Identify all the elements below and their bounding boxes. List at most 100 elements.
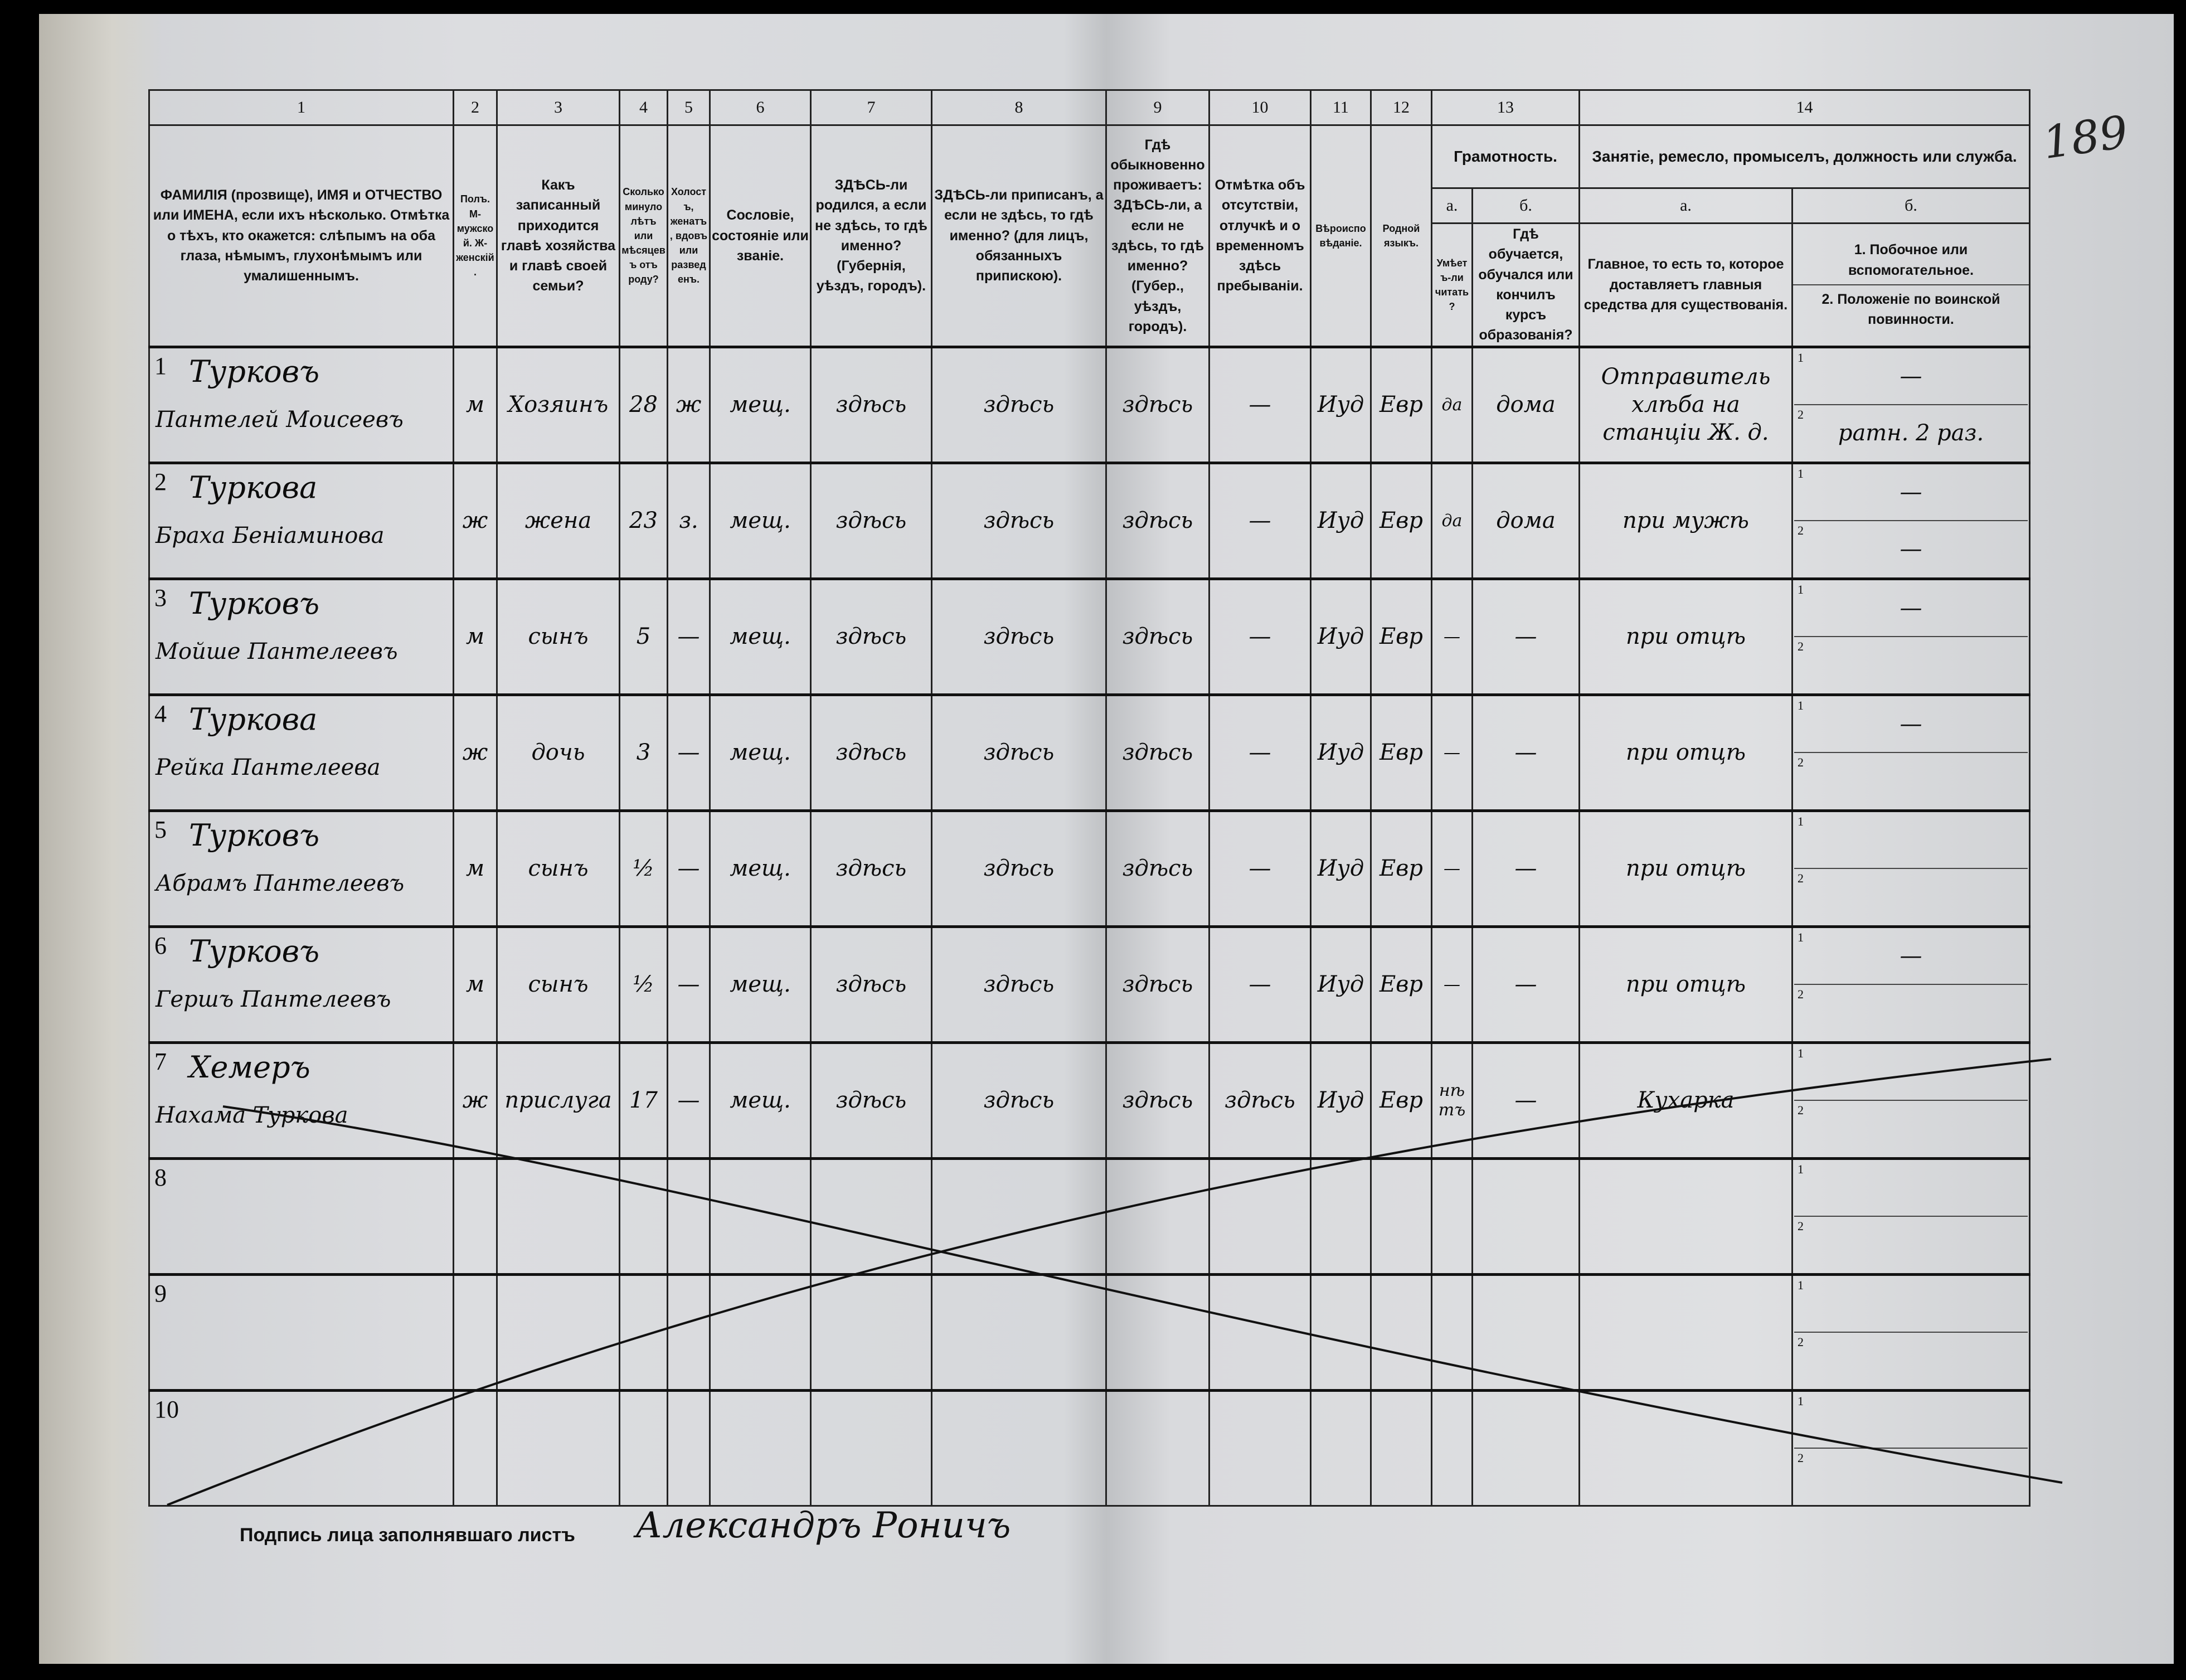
literate-cell: — xyxy=(1431,925,1473,1043)
sex-cell: м xyxy=(453,925,498,1043)
literate-cell: — xyxy=(1431,809,1473,928)
religion-cell xyxy=(1310,1157,1372,1275)
estate-cell: мещ. xyxy=(709,809,812,928)
born-cell xyxy=(810,1388,932,1507)
absence-cell: — xyxy=(1208,461,1311,580)
marital-cell: — xyxy=(667,577,711,696)
name-cell: 3 Турковъ Мойше Пантелеевъ xyxy=(148,577,454,696)
column-header-4: Сколько минуло лѣтъ или мѣсяцевъ отъ род… xyxy=(619,124,668,348)
table-row: 2 Туркова Браха Беніаминова ж жена 23 з. мещ.… xyxy=(148,461,2030,580)
column-number-6: 6 xyxy=(709,89,812,126)
sex-cell: м xyxy=(453,345,498,464)
registered-cell: здѣсь xyxy=(931,345,1107,464)
absence-cell: — xyxy=(1208,577,1311,696)
sub-label-2: 2 xyxy=(1798,871,1804,885)
side-occupation: — xyxy=(1900,943,1922,969)
name-cell: 9 xyxy=(148,1273,454,1391)
marital-cell: — xyxy=(667,925,711,1043)
born-cell xyxy=(810,1157,932,1275)
sub-label-2: 2 xyxy=(1798,407,1804,421)
occupation-cell xyxy=(1578,1388,1793,1507)
sub-label-1: 1 xyxy=(1798,1393,1804,1408)
resides-cell: здѣсь xyxy=(1105,461,1210,580)
resides-cell: здѣсь xyxy=(1105,345,1210,464)
language-cell: Евр xyxy=(1370,809,1432,928)
column-header-3: Какъ записанный приходится главѣ хозяйст… xyxy=(496,124,620,348)
occupation-cell: при отцѣ xyxy=(1578,925,1793,1043)
registered-cell: здѣсь xyxy=(931,809,1107,928)
table-row: 1 Турковъ Пантелей Моисеевъ м Хозяинъ 28 ж ме… xyxy=(148,345,2030,464)
religion-cell xyxy=(1310,1388,1372,1507)
registered-cell xyxy=(931,1388,1107,1507)
age-cell: 23 xyxy=(619,461,668,580)
side-military-cell: 1 2 xyxy=(1791,1273,2030,1391)
column-number-7: 7 xyxy=(810,89,932,126)
surname: Туркова xyxy=(189,701,318,737)
absence-cell xyxy=(1208,1157,1311,1275)
side-occupation-subcell: 1— xyxy=(1794,464,2028,521)
occupation-b-label: б. xyxy=(1791,187,2030,224)
language-cell: Евр xyxy=(1370,1041,1432,1159)
military-subcell: 2 xyxy=(1794,1448,2028,1505)
occupation-cell: при отцѣ xyxy=(1578,809,1793,928)
side-occupation-subcell: 1— xyxy=(1794,928,2028,984)
religion-cell: Иуд xyxy=(1310,461,1372,580)
estate-cell xyxy=(709,1388,812,1507)
given-names: Абрамъ Пантелеевъ xyxy=(156,870,405,896)
estate-cell: мещ. xyxy=(709,461,812,580)
religion-cell xyxy=(1310,1273,1372,1391)
given-names: Нахама Туркова xyxy=(156,1102,348,1128)
sex-cell: ж xyxy=(453,1041,498,1159)
occupation-cell: Кухарка xyxy=(1578,1041,1793,1159)
sub-label-1: 1 xyxy=(1798,1278,1804,1292)
column-number-12: 12 xyxy=(1370,89,1432,126)
military-subcell: 2 xyxy=(1794,1332,2028,1389)
side-military-cell: 1 2 xyxy=(1791,1041,2030,1159)
age-cell: 3 xyxy=(619,693,668,812)
age-cell: 28 xyxy=(619,345,668,464)
registered-cell: здѣсь xyxy=(931,577,1107,696)
schooling-cell: — xyxy=(1471,577,1580,696)
occupation-a-label: а. xyxy=(1578,187,1793,224)
absence-cell: — xyxy=(1208,693,1311,812)
occupation-header: Занятіе, ремесло, промыселъ, должность и… xyxy=(1578,124,2030,189)
born-cell: здѣсь xyxy=(810,1041,932,1159)
schooling-cell: — xyxy=(1471,1041,1580,1159)
name-cell: 2 Туркова Браха Беніаминова xyxy=(148,461,454,580)
relation-cell xyxy=(496,1388,620,1507)
estate-cell xyxy=(709,1273,812,1391)
occupation-cell xyxy=(1578,1273,1793,1391)
military-subcell: 2 ратн. 2 раз. xyxy=(1794,404,2028,462)
row-number: 4 xyxy=(154,700,167,727)
marital-cell: — xyxy=(667,693,711,812)
side-military-cell: 1 2 xyxy=(1791,1157,2030,1275)
given-names: Мойше Пантелеевъ xyxy=(156,638,398,664)
side-occupation-header: 1. Побочное или вспомогательное. xyxy=(1848,242,1974,278)
language-cell: Евр xyxy=(1370,461,1432,580)
relation-cell: Хозяинъ xyxy=(496,345,620,464)
given-names: Гершъ Пантелеевъ xyxy=(156,986,391,1012)
estate-cell: мещ. xyxy=(709,925,812,1043)
column-number-1: 1 xyxy=(148,89,454,126)
column-number-11: 11 xyxy=(1310,89,1372,126)
schooling-cell xyxy=(1471,1157,1580,1275)
sub-label-1: 1 xyxy=(1798,698,1804,712)
sub-label-2: 2 xyxy=(1798,987,1804,1001)
column-header-2: Полъ. М-мужской. Ж-женскій. xyxy=(453,124,498,348)
schooling-header: Гдѣ обучается, обучался или кончилъ курс… xyxy=(1471,222,1580,348)
born-cell: здѣсь xyxy=(810,693,932,812)
name-cell: 6 Турковъ Гершъ Пантелеевъ xyxy=(148,925,454,1043)
surname: Туркова xyxy=(189,469,318,505)
literate-cell: — xyxy=(1431,693,1473,812)
side-occupation-subcell: 1 xyxy=(1794,812,2028,868)
military-status: ратн. 2 раз. xyxy=(1838,420,1984,446)
occupation-cell: при отцѣ xyxy=(1578,693,1793,812)
schooling-cell: — xyxy=(1471,809,1580,928)
side-occupation: — xyxy=(1900,363,1922,389)
side-military-cell: 1— 2— xyxy=(1791,461,2030,580)
column-number-9: 9 xyxy=(1105,89,1210,126)
sub-label-1: 1 xyxy=(1798,814,1804,828)
occupation-cell: Отправитель хлѣба на станціи Ж. д. xyxy=(1578,345,1793,464)
marital-cell: — xyxy=(667,1041,711,1159)
